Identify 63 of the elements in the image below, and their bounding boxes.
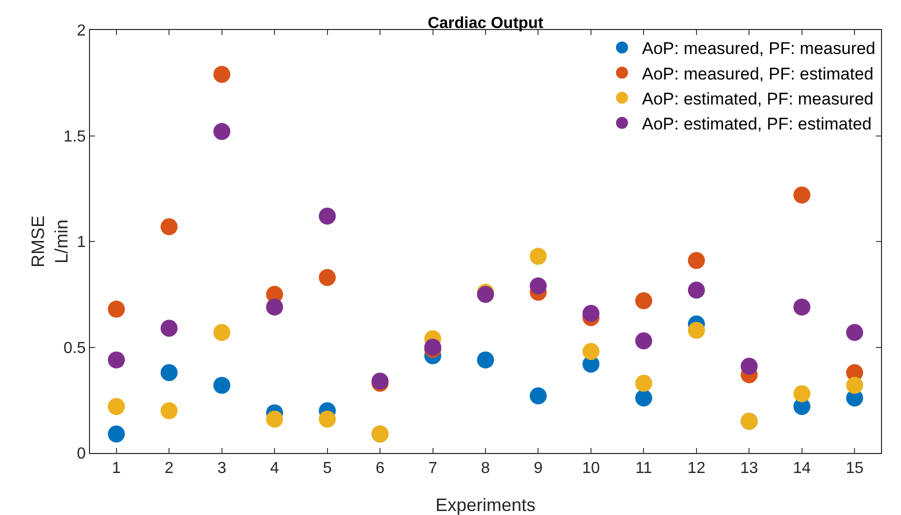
x-tick-label: 7	[428, 460, 438, 478]
x-tick-label: 5	[322, 460, 332, 478]
point	[793, 385, 810, 402]
point	[530, 248, 547, 265]
y-tick-label: 2	[76, 22, 86, 40]
legend-label: AoP: measured, PF: measured	[642, 39, 876, 58]
point	[318, 410, 336, 428]
x-tick-label: 14	[793, 460, 811, 478]
point	[213, 123, 230, 140]
point	[108, 300, 125, 318]
x-tick-label: 2	[164, 460, 174, 478]
point	[318, 208, 336, 225]
point	[530, 277, 547, 294]
y-tick-label: 1	[76, 234, 86, 252]
point	[266, 410, 284, 428]
point	[108, 425, 125, 442]
x-tick-label: 4	[270, 460, 280, 478]
y-tick-label: 1.5	[64, 128, 86, 146]
point	[846, 324, 864, 341]
x-tick-label: 9	[534, 460, 543, 478]
point	[635, 374, 652, 392]
point	[266, 298, 284, 316]
point	[688, 252, 705, 270]
point	[213, 376, 230, 394]
point	[108, 398, 125, 415]
point	[477, 351, 494, 368]
x-tick-label: 10	[582, 460, 600, 478]
point	[160, 218, 178, 236]
x-tick-label: 8	[481, 460, 490, 478]
legend-label: AoP: estimated, PF: estimated	[642, 114, 872, 134]
x-tick-label: 12	[688, 460, 706, 478]
point	[160, 364, 178, 382]
point	[213, 66, 230, 83]
x-tick-label: 6	[376, 460, 385, 478]
legend-label: AoP: estimated, PF: measured	[642, 89, 874, 108]
point	[582, 342, 600, 360]
point	[160, 320, 178, 337]
point	[793, 298, 810, 316]
point	[635, 292, 652, 310]
x-tick-label: 15	[846, 460, 864, 478]
x-tick-label: 13	[740, 460, 758, 478]
point	[160, 402, 178, 420]
y-tick-label: 0	[76, 446, 86, 463]
point	[793, 186, 810, 204]
x-tick-label: 11	[635, 460, 652, 478]
point	[108, 351, 125, 368]
point	[688, 322, 705, 339]
point	[213, 324, 230, 341]
point	[846, 376, 864, 394]
point	[318, 268, 336, 286]
x-tick-label: 1	[112, 460, 121, 478]
point	[688, 282, 705, 299]
x-tick-label: 3	[217, 460, 226, 478]
point	[635, 390, 652, 406]
y-axis-title: RMSE L/min	[28, 215, 72, 268]
legend-label: AoP: measured, PF: estimated	[642, 64, 874, 84]
point	[582, 304, 600, 322]
point	[530, 387, 547, 404]
x-axis-title: Experiments	[435, 495, 536, 515]
point	[740, 358, 758, 375]
y-tick-label: 0.5	[64, 340, 86, 357]
point	[635, 332, 652, 350]
chart-title: Cardiac Output	[428, 15, 544, 32]
